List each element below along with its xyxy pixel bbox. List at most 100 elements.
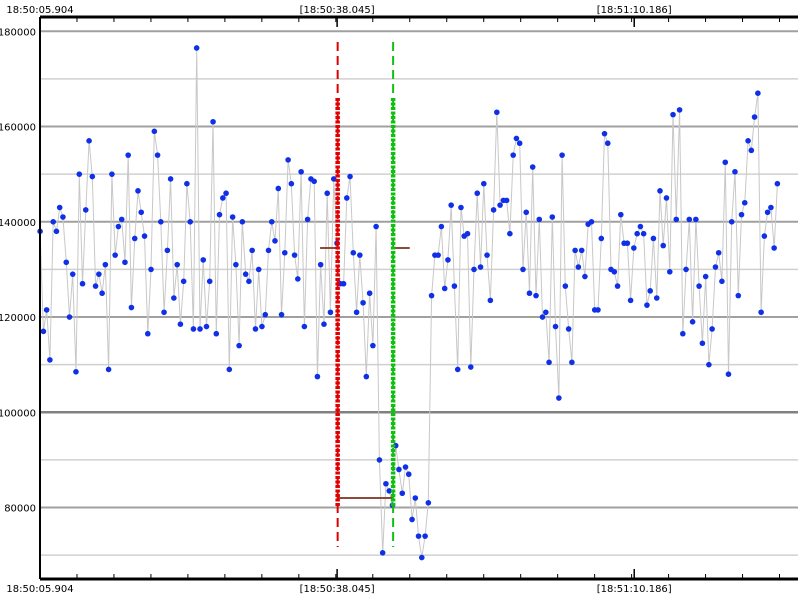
data-point bbox=[396, 466, 402, 473]
data-point bbox=[578, 247, 585, 254]
data-point bbox=[73, 369, 79, 375]
x-tick-label-top: [18:51:10.186] bbox=[597, 5, 672, 16]
data-point bbox=[295, 276, 301, 282]
data-point bbox=[774, 180, 781, 187]
y-tick-label: 80000 bbox=[4, 504, 36, 515]
data-point bbox=[484, 252, 490, 258]
data-point bbox=[105, 366, 112, 373]
plot-frame bbox=[39, 15, 798, 581]
data-point bbox=[405, 471, 412, 478]
data-point bbox=[249, 247, 255, 254]
data-point bbox=[340, 280, 347, 287]
data-point bbox=[138, 209, 145, 216]
data-point bbox=[451, 283, 458, 289]
data-point bbox=[154, 152, 161, 158]
data-point bbox=[741, 199, 748, 206]
data-point bbox=[43, 307, 50, 313]
data-point bbox=[448, 202, 454, 208]
data-point bbox=[598, 235, 605, 242]
data-point bbox=[281, 249, 288, 256]
data-point bbox=[135, 188, 141, 194]
data-point bbox=[751, 114, 758, 120]
data-point bbox=[265, 247, 272, 254]
data-point bbox=[438, 223, 445, 230]
data-point bbox=[86, 138, 92, 144]
data-point bbox=[327, 309, 334, 316]
data-point bbox=[53, 228, 60, 235]
data-point bbox=[118, 216, 125, 223]
data-point bbox=[663, 195, 670, 201]
data-point bbox=[304, 216, 311, 223]
data-point bbox=[611, 269, 618, 275]
data-point bbox=[353, 309, 360, 316]
data-point bbox=[363, 373, 370, 380]
data-point bbox=[275, 185, 282, 192]
data-point bbox=[507, 230, 513, 237]
data-point bbox=[174, 261, 180, 268]
data-point bbox=[699, 340, 706, 347]
x-tick-label-top: [18:50:38.045] bbox=[300, 5, 375, 16]
data-point bbox=[712, 264, 719, 270]
data-point bbox=[311, 178, 317, 185]
data-point bbox=[696, 283, 702, 289]
data-point bbox=[520, 266, 526, 273]
data-point bbox=[180, 278, 187, 285]
data-point bbox=[268, 218, 275, 225]
data-point bbox=[657, 188, 663, 194]
data-point bbox=[572, 247, 578, 254]
data-point bbox=[409, 516, 415, 523]
data-point bbox=[366, 290, 373, 297]
data-point bbox=[565, 326, 572, 332]
data-point bbox=[197, 326, 203, 332]
data-point bbox=[216, 211, 223, 218]
data-point bbox=[56, 204, 63, 211]
data-point bbox=[40, 328, 47, 335]
data-point bbox=[220, 195, 226, 201]
data-point bbox=[370, 342, 376, 349]
data-point bbox=[471, 266, 477, 273]
data-point bbox=[745, 138, 751, 144]
data-point bbox=[526, 290, 533, 297]
data-point bbox=[556, 395, 562, 401]
data-point bbox=[454, 366, 461, 373]
data-point bbox=[644, 302, 650, 308]
data-point bbox=[425, 499, 432, 506]
data-point bbox=[435, 252, 441, 258]
x-tick-label-bottom: [18:51:10.186] bbox=[597, 584, 672, 595]
data-point bbox=[666, 269, 673, 275]
data-point bbox=[676, 107, 683, 113]
data-point bbox=[637, 223, 644, 230]
data-point bbox=[647, 288, 653, 294]
data-point bbox=[543, 309, 549, 316]
x-tick-label-bottom: [18:50:38.045] bbox=[300, 584, 375, 595]
data-point bbox=[63, 259, 70, 266]
data-point bbox=[79, 280, 86, 287]
data-point bbox=[99, 290, 105, 297]
x-tick-label-bottom: 18:50:05.904 bbox=[6, 584, 73, 595]
data-point bbox=[477, 264, 484, 270]
data-point bbox=[562, 283, 569, 289]
y-tick-label: 100000 bbox=[0, 408, 36, 419]
data-point bbox=[722, 159, 729, 166]
data-point bbox=[715, 249, 722, 256]
data-point bbox=[171, 295, 177, 301]
data-point bbox=[755, 90, 761, 97]
data-point bbox=[125, 152, 131, 158]
data-point bbox=[702, 273, 709, 280]
data-point bbox=[689, 319, 696, 325]
data-point bbox=[758, 309, 764, 316]
data-point bbox=[190, 326, 197, 332]
data-point bbox=[653, 295, 660, 301]
data-point bbox=[259, 323, 265, 330]
data-point bbox=[203, 323, 210, 330]
data-point bbox=[383, 480, 389, 487]
data-point bbox=[285, 157, 291, 163]
data-point bbox=[686, 216, 693, 223]
data-point bbox=[624, 240, 631, 247]
data-point bbox=[50, 218, 57, 225]
data-point bbox=[206, 278, 213, 285]
data-point bbox=[617, 211, 624, 218]
data-point bbox=[490, 207, 497, 213]
